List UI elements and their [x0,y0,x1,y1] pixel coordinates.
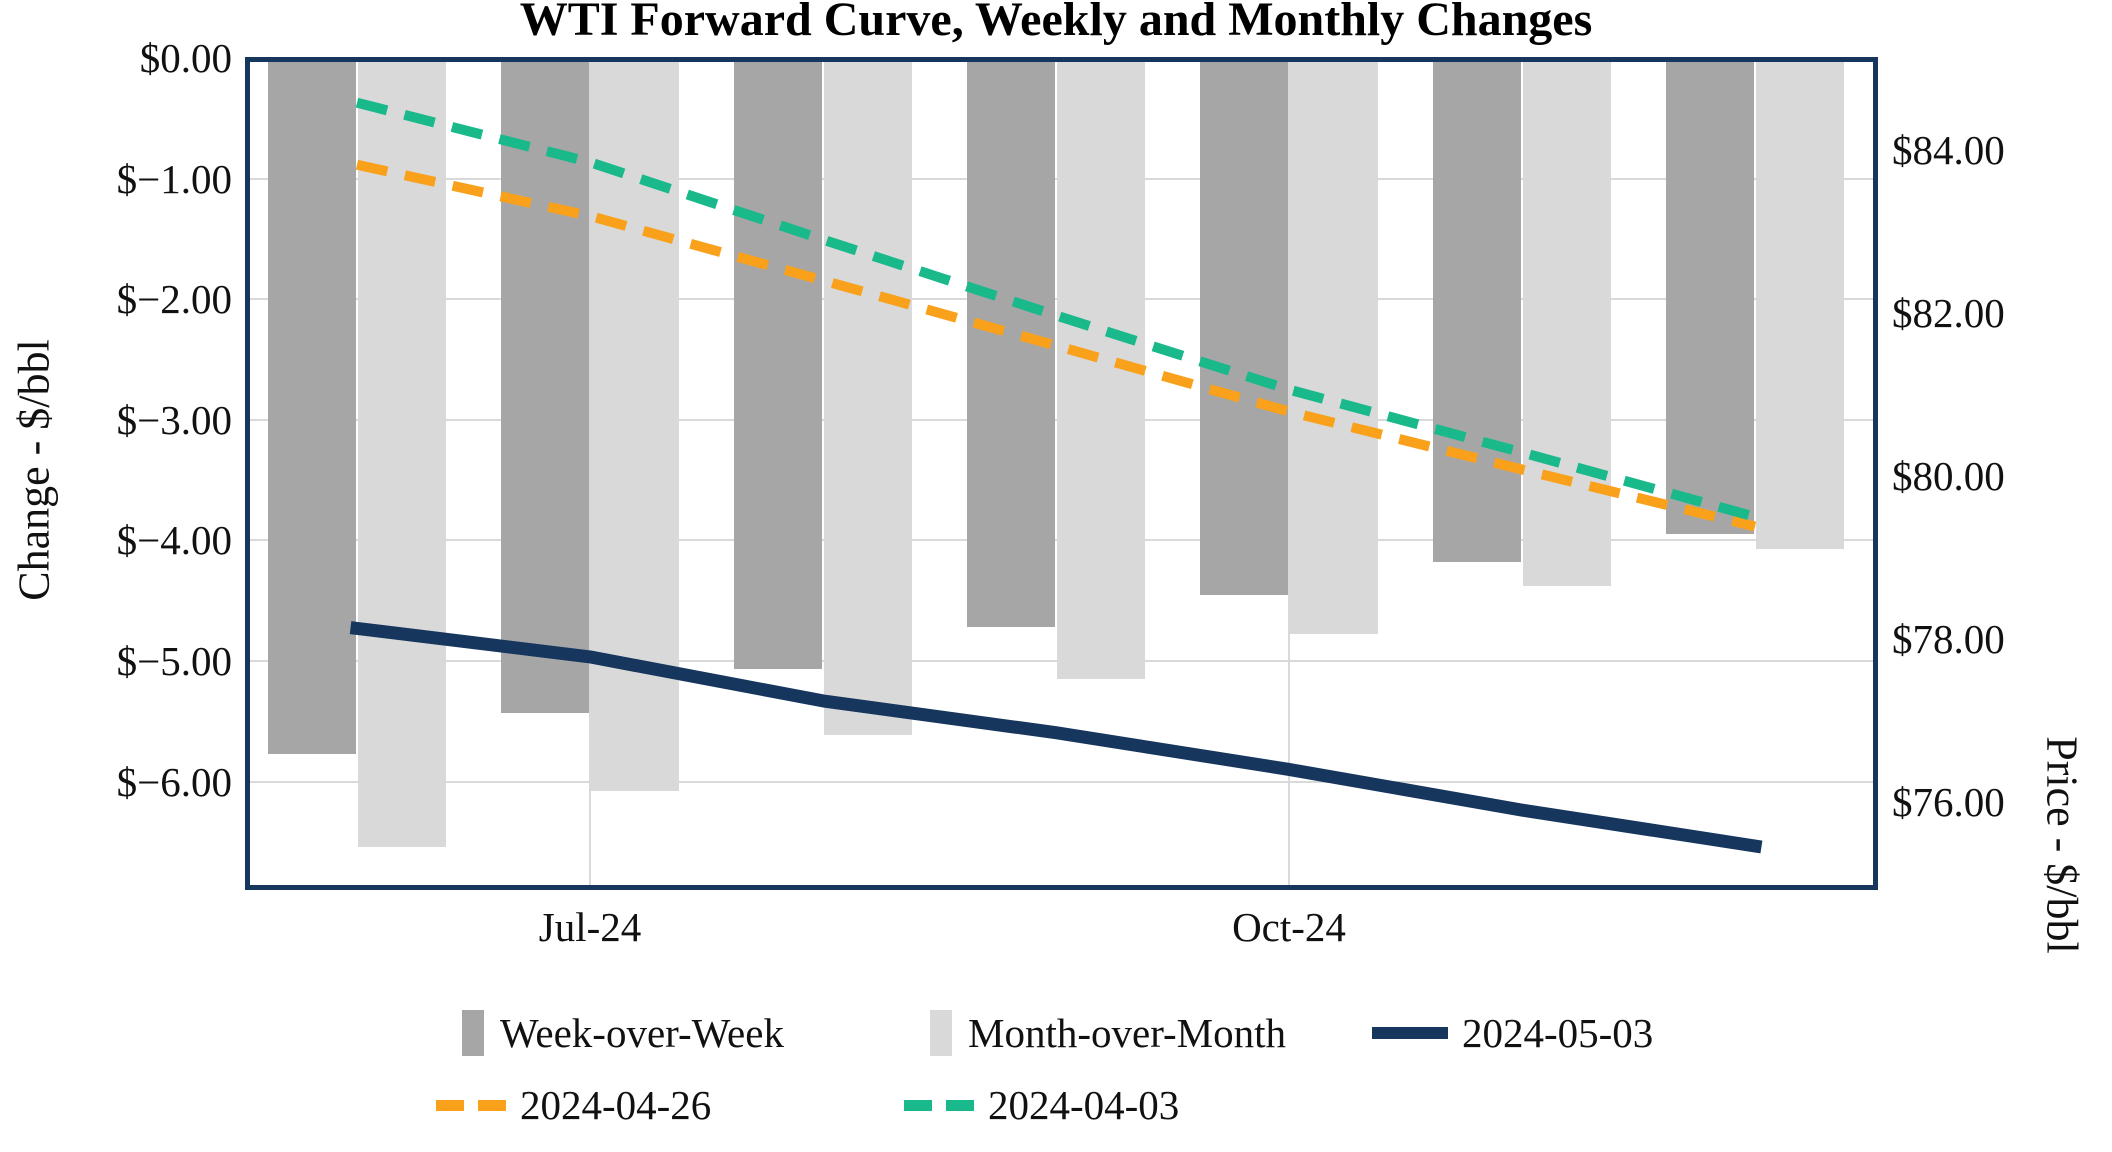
bar-week-over-week-jun-24 [268,62,356,754]
bar-month-over-month-nov-24 [1523,62,1611,586]
x-axis-tick: Jul-24 [538,904,642,950]
legend-label: 2024-05-03 [1462,1010,1654,1056]
left-axis-tick: $−2.00 [116,276,232,323]
gridline-horizontal [250,780,1873,783]
left-axis-tick: $−6.00 [116,758,232,805]
left-axis-tick: $−5.00 [116,638,232,684]
line-series-layer [349,97,1763,854]
right-axis-tick: $78.00 [1892,616,2005,662]
x-axis-tick: Oct-24 [1232,904,1346,950]
orange-dash-swatch-icon [436,1099,506,1111]
chart-title: WTI Forward Curve, Weekly and Monthly Ch… [519,0,1593,46]
legend-item-week-over-week: Week-over-Week [462,1006,784,1060]
right-axis-tick: $82.00 [1892,290,2005,336]
bar-week-over-week-dec-24 [1666,62,1754,534]
legend-label: Week-over-Week [500,1010,784,1056]
bar-month-over-month-oct-24 [1290,62,1378,634]
legend-label: 2024-04-26 [520,1082,712,1128]
left-axis-tick: $0.00 [139,35,232,81]
legend-item-2024-04-03: 2024-04-03 [904,1078,1179,1132]
bar-week-over-week-jul-24 [501,62,589,713]
left-axis-tick: $−1.00 [116,155,232,202]
line-2024-04-03 [355,97,1757,522]
plot-area [245,57,1878,890]
green-dash-swatch-icon [904,1099,974,1111]
left-axis-tick: $−4.00 [116,517,232,564]
bar-month-over-month-aug-24 [824,62,912,735]
legend-item-2024-04-26: 2024-04-26 [436,1078,711,1132]
bar-week-over-week-oct-24 [1200,62,1288,595]
legend-item-month-over-month: Month-over-Month [930,1006,1286,1060]
bar-month-over-month-dec-24 [1756,62,1844,549]
right-axis-tick: $80.00 [1892,453,2005,499]
legend-item-2024-05-03: 2024-05-03 [1372,1006,1653,1060]
solid-line-swatch-icon [1372,1027,1448,1039]
line-2024-04-26 [355,159,1757,532]
right-axis-tick: $76.00 [1892,779,2005,825]
month-over-month-swatch-icon [930,1010,952,1056]
right-axis-title: Price - $/bbl [2037,736,2087,954]
legend-label: 2024-04-03 [988,1082,1180,1128]
line-2024-05-03 [349,621,1763,854]
left-axis-title: Change - $/bbl [9,339,59,601]
gridline-vertical [1288,62,1290,885]
gridline-vertical [589,62,591,885]
bar-week-over-week-aug-24 [734,62,822,669]
left-axis-tick: $−3.00 [116,396,232,443]
bar-month-over-month-jun-24 [358,62,446,847]
week-over-week-swatch-icon [462,1010,484,1056]
right-axis-tick: $84.00 [1892,127,2005,173]
legend-label: Month-over-Month [968,1010,1287,1056]
bar-week-over-week-nov-24 [1433,62,1521,562]
